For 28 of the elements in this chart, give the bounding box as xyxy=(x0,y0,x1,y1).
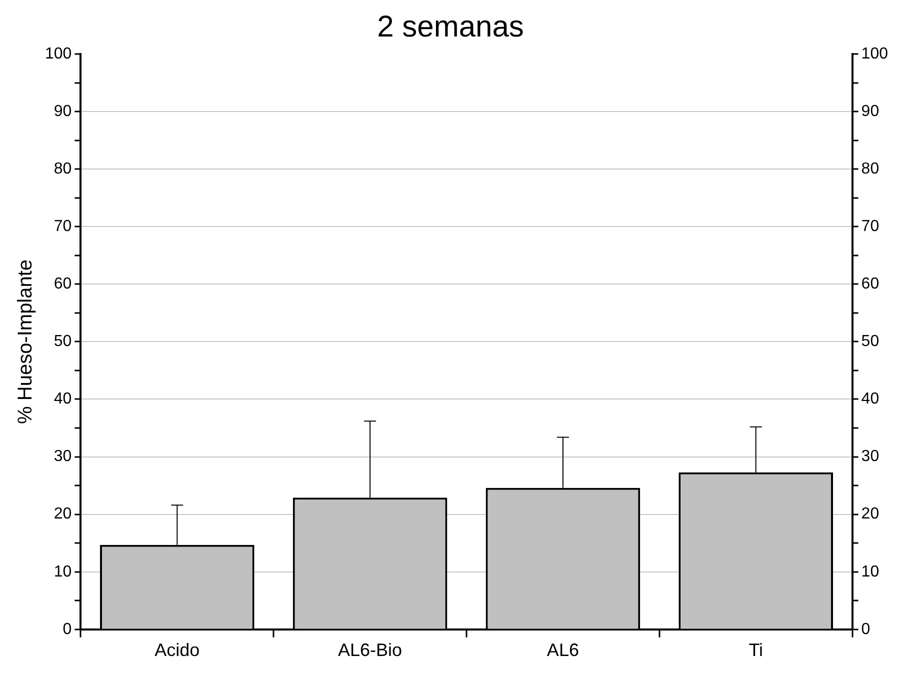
y2-tick-label: 20 xyxy=(861,506,880,523)
y2-tick-label: 10 xyxy=(861,563,880,580)
y-tick-label: 80 xyxy=(54,160,72,178)
y2-tick-label: 60 xyxy=(861,276,880,293)
y-tick-label: 70 xyxy=(54,218,72,236)
y2-tick-label: 100 xyxy=(861,45,888,62)
y2-tick-label: 70 xyxy=(861,218,880,236)
x-tick-label: Acido xyxy=(154,640,200,660)
y-tick-label: 100 xyxy=(44,45,72,62)
y2-tick-label: 0 xyxy=(861,620,870,638)
y-tick-label: 50 xyxy=(54,333,72,350)
y-tick-label: 40 xyxy=(54,390,72,408)
y-tick-label: 60 xyxy=(54,276,72,293)
y-tick-label: 10 xyxy=(54,563,72,580)
y2-tick-label: 40 xyxy=(861,390,880,408)
y2-tick-label: 30 xyxy=(861,448,880,466)
y-axis-title: % Hueso-Implante xyxy=(14,259,37,424)
y-tick-label: 90 xyxy=(54,102,72,120)
y-tick-label: 20 xyxy=(54,506,72,523)
x-tick-label: AL6-Bio xyxy=(338,640,402,660)
y-tick-label: 30 xyxy=(54,448,72,466)
y2-tick-label: 50 xyxy=(861,333,880,350)
chart-title: 2 semanas xyxy=(377,10,524,44)
y2-tick-label: 90 xyxy=(861,102,880,120)
y-tick-label: 0 xyxy=(62,620,72,638)
x-tick-label: Ti xyxy=(748,640,764,660)
x-tick-label: AL6 xyxy=(546,640,579,660)
y2-tick-label: 80 xyxy=(861,160,880,178)
